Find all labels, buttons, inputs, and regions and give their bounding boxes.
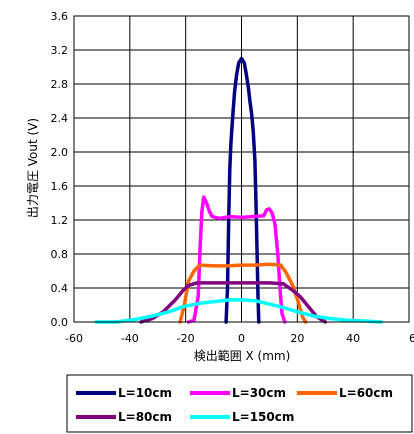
x-tick-label: -20 — [177, 332, 195, 345]
x-tick-label: 20 — [290, 332, 304, 345]
y-tick-label: 3.2 — [51, 44, 69, 57]
y-tick-label: 0.0 — [51, 316, 69, 329]
legend-label: L=30cm — [232, 386, 286, 400]
series-line-l-80cm — [139, 281, 328, 324]
y-axis-title: 出力電圧 Vout (V) — [26, 118, 40, 218]
legend: L=10cm L=30cm L=60cm L=80cm L=150cm — [76, 386, 393, 424]
y-tick-label: 1.2 — [51, 214, 69, 227]
series-line-l-30cm — [186, 195, 287, 324]
y-tick-label: 2.8 — [51, 78, 69, 91]
grid-lines — [73, 15, 410, 323]
legend-label: L=150cm — [232, 410, 294, 424]
y-tick-label: 1.6 — [51, 180, 69, 193]
tick-labels: 0.0 0.4 0.8 1.2 1.6 2.0 2.4 2.8 3.2 3.6 -60 -40 -20 0… — [51, 10, 414, 345]
y-tick-label: 2.0 — [51, 146, 69, 159]
series-line-l-10cm — [224, 56, 261, 324]
x-tick-label: -60 — [65, 332, 83, 345]
legend-label: L=60cm — [339, 386, 393, 400]
x-tick-label: 0 — [238, 332, 245, 345]
x-tick-label: 40 — [346, 332, 360, 345]
y-tick-label: 3.6 — [51, 10, 69, 23]
x-tick-label: 60 — [409, 332, 414, 345]
series-line-l-150cm — [94, 298, 383, 324]
x-tick-label: -40 — [121, 332, 139, 345]
y-tick-label: 0.4 — [51, 282, 69, 295]
x-axis-title: 検出範囲 X (mm) — [194, 348, 291, 363]
series-lines — [94, 56, 383, 324]
plot-frame — [73, 15, 410, 323]
legend-box — [66, 374, 413, 433]
legend-label: L=80cm — [118, 410, 172, 424]
y-tick-label: 0.8 — [51, 248, 69, 261]
legend-label: L=10cm — [118, 386, 172, 400]
y-tick-label: 2.4 — [51, 112, 69, 125]
